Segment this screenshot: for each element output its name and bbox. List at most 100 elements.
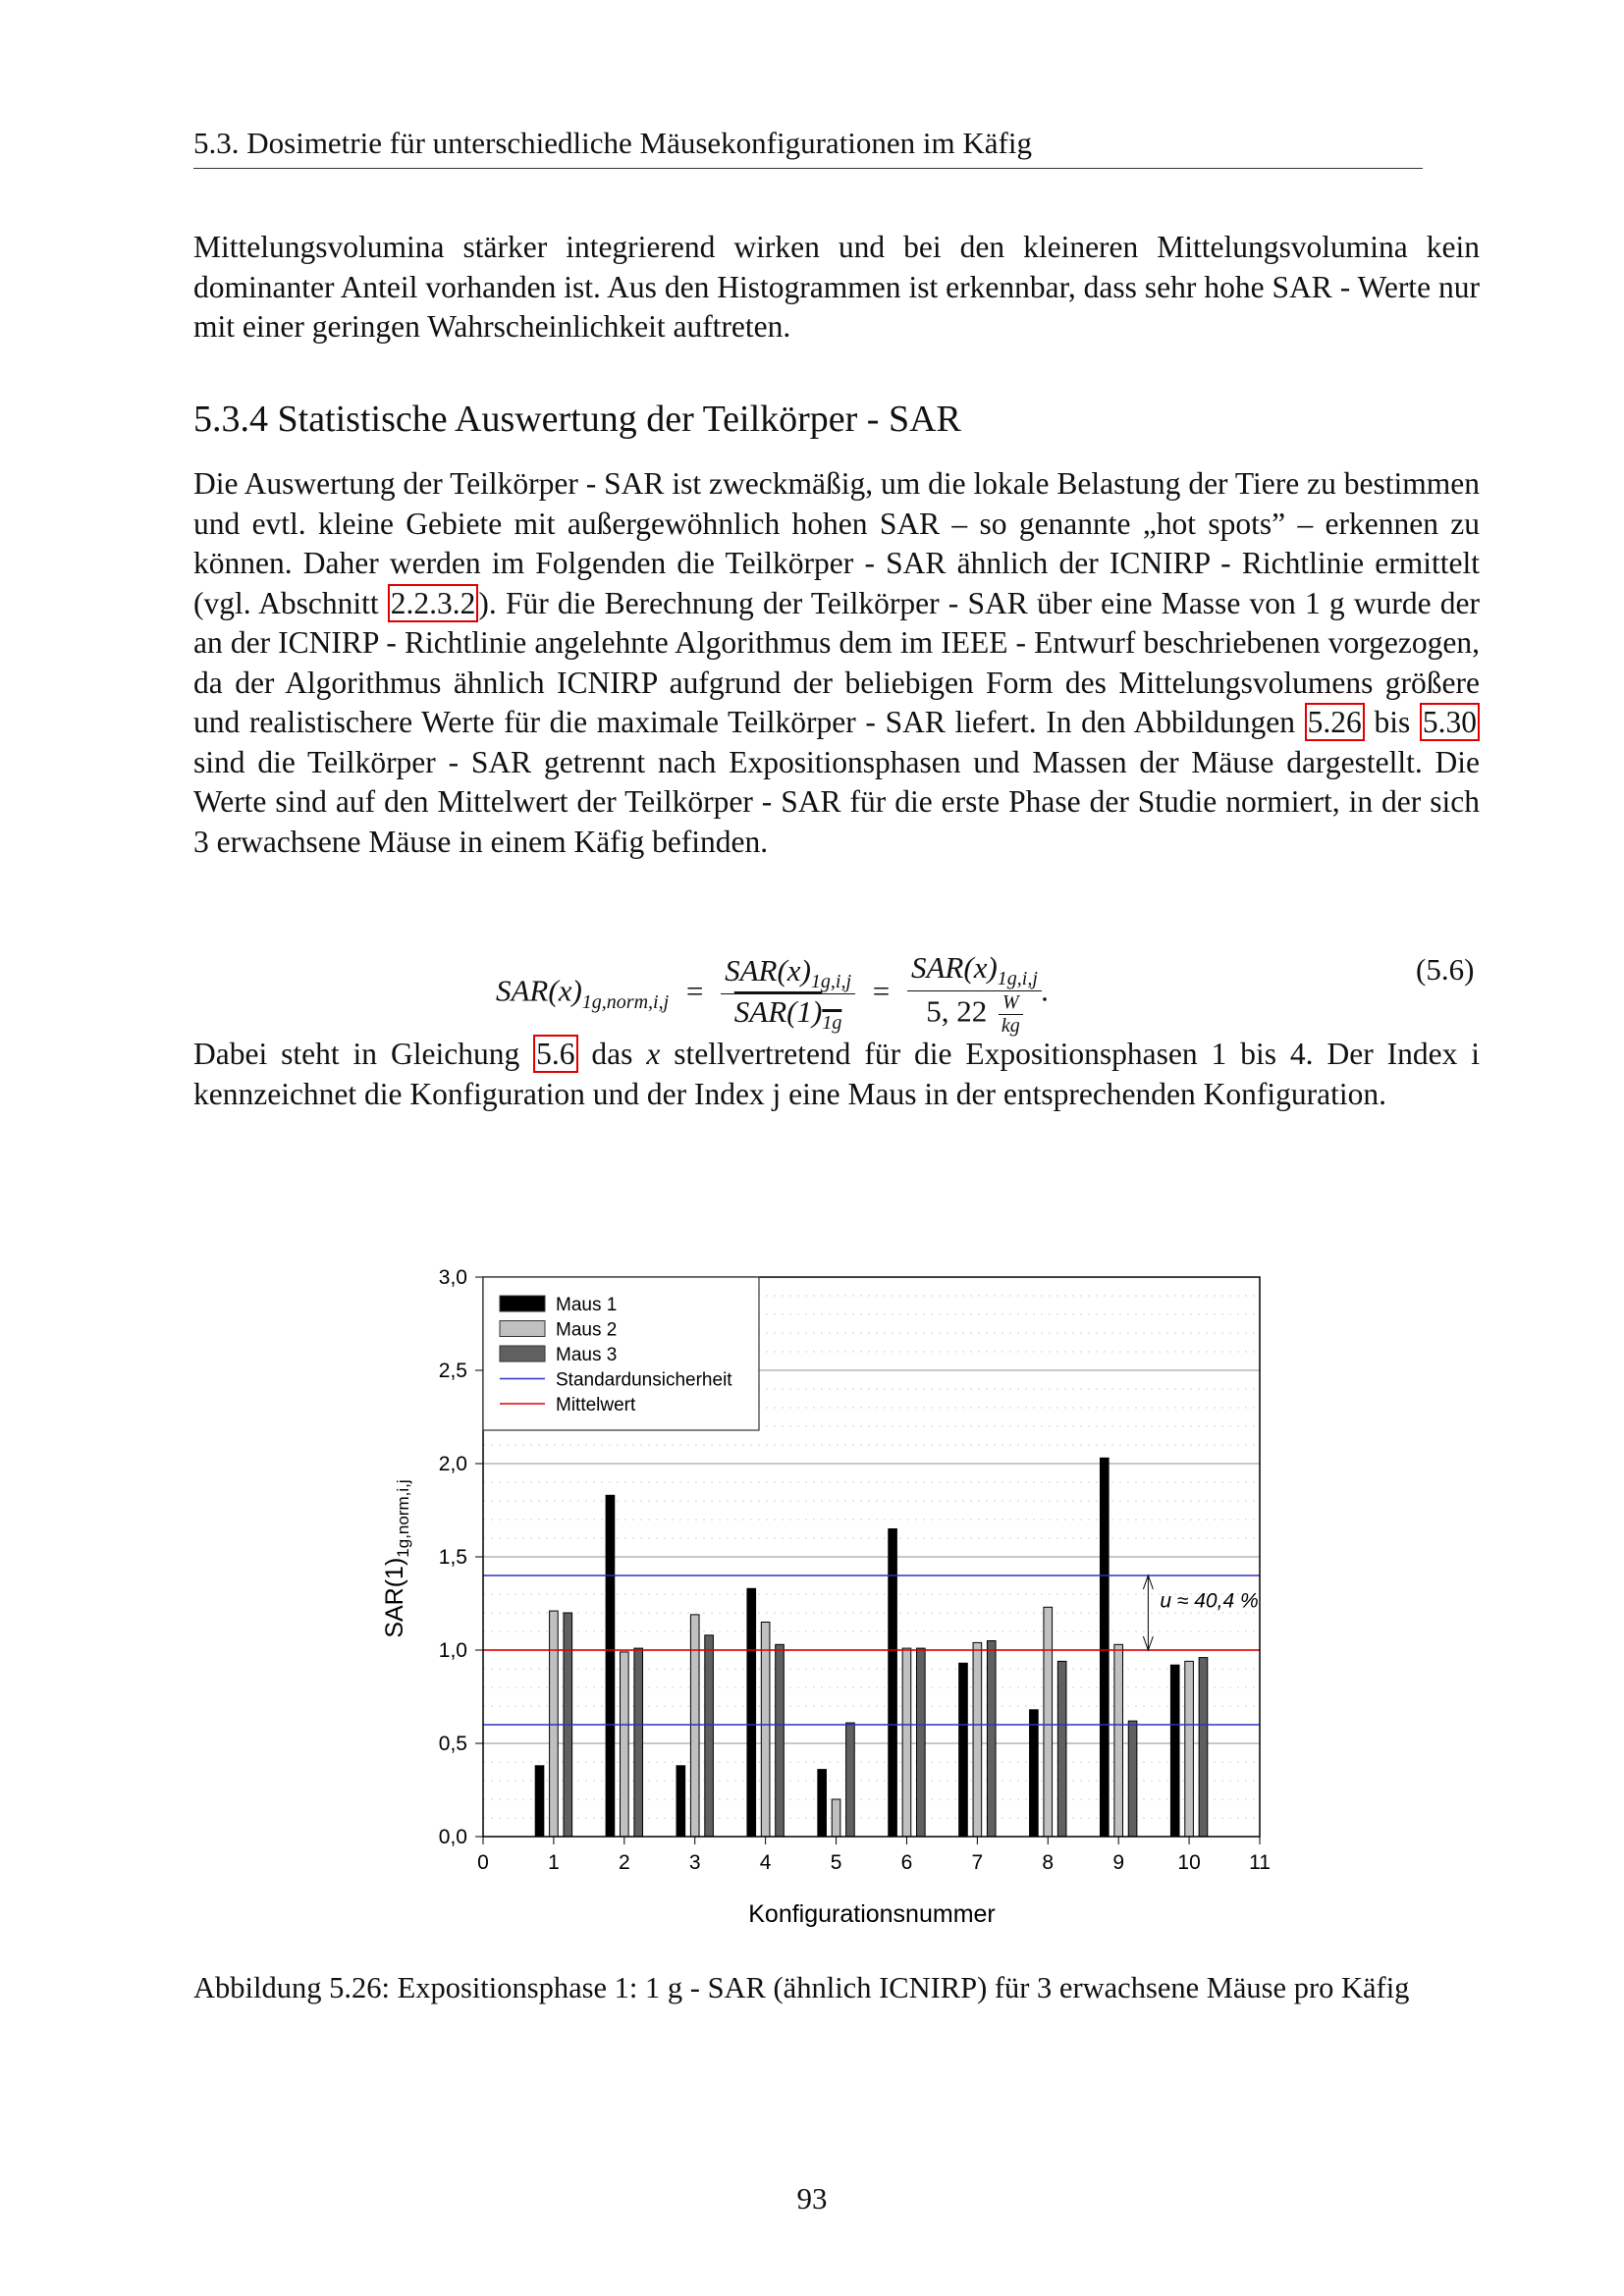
y-tick-label: 2,5 bbox=[439, 1360, 467, 1382]
x-tick-label: 5 bbox=[831, 1851, 842, 1874]
text: das bbox=[577, 1037, 647, 1071]
x-tick-label: 10 bbox=[1177, 1851, 1200, 1874]
text: ). Für die Berechnung der Teilkörper - S… bbox=[193, 585, 1480, 740]
x-tick-label: 4 bbox=[760, 1851, 772, 1874]
bar-maus-2-config-7 bbox=[972, 1641, 983, 1838]
bar-maus-2-config-9 bbox=[1113, 1643, 1123, 1838]
bar-maus-3-config-10 bbox=[1198, 1657, 1209, 1838]
legend-swatch bbox=[499, 1295, 546, 1312]
y-tick-label: 3,0 bbox=[439, 1266, 467, 1289]
legend-label: Maus 2 bbox=[556, 1320, 617, 1341]
eq-lhs-sub: 1g,norm,i,j bbox=[581, 990, 670, 1013]
x-tick-label: 11 bbox=[1249, 1851, 1271, 1874]
paragraph-2: Die Auswertung der Teilkörper - SAR ist … bbox=[193, 464, 1480, 862]
x-tick-label: 3 bbox=[689, 1851, 701, 1874]
text: bis bbox=[1364, 705, 1420, 739]
y-tick-label: 0,5 bbox=[439, 1733, 467, 1755]
bar-maus-3-config-4 bbox=[775, 1643, 785, 1838]
text: Die Auswertung der Teilkörper - SAR ist … bbox=[193, 466, 1480, 620]
header-rule bbox=[193, 168, 1423, 169]
bar-maus-1-config-10 bbox=[1169, 1664, 1180, 1838]
uncertainty-annotation: u ≈ 40,4 % bbox=[1160, 1589, 1258, 1612]
eq-frac-1: SAR(x)1g,i,j SAR(1)1g bbox=[721, 952, 856, 1035]
x-tick-label: 7 bbox=[972, 1851, 984, 1874]
x-tick-label: 1 bbox=[548, 1851, 560, 1874]
bar-maus-1-config-7 bbox=[958, 1662, 968, 1838]
text: Dabei steht in Gleichung bbox=[193, 1037, 534, 1071]
legend-label: Mittelwert bbox=[556, 1395, 636, 1415]
page-number: 93 bbox=[796, 2181, 828, 2216]
bar-maus-3-config-2 bbox=[633, 1647, 644, 1838]
y-tick-label: 1,0 bbox=[439, 1639, 467, 1662]
y-tick-label: 1,5 bbox=[439, 1546, 467, 1569]
eq-den-sub: 1g bbox=[822, 1012, 842, 1035]
eq-lhs: SAR(x) bbox=[496, 973, 582, 1008]
x-tick-label: 0 bbox=[477, 1851, 489, 1874]
legend-swatch bbox=[499, 1320, 546, 1337]
bar-maus-2-config-4 bbox=[760, 1622, 771, 1838]
bar-maus-1-config-8 bbox=[1029, 1709, 1039, 1838]
y-tick-label: 2,0 bbox=[439, 1453, 467, 1475]
x-tick-label: 6 bbox=[901, 1851, 913, 1874]
eq-unit-den: kg bbox=[1001, 1015, 1020, 1038]
eq-body: SAR(x)1g,norm,i,j = SAR(x)1g,i,j SAR(1)1… bbox=[496, 950, 1050, 1038]
bar-maus-2-config-10 bbox=[1184, 1660, 1194, 1838]
legend: Maus 1 Maus 2 Maus 3 Standardunsicherheit Mi… bbox=[482, 1276, 760, 1431]
x-axis-label: Konfigurationsnummer bbox=[748, 1900, 996, 1928]
bar-maus-3-config-7 bbox=[986, 1640, 997, 1838]
bar-maus-2-config-2 bbox=[620, 1651, 629, 1838]
ref-link-section[interactable]: 2.2.3.2 bbox=[387, 583, 479, 622]
bars bbox=[534, 1457, 1209, 1838]
bar-maus-2-config-6 bbox=[901, 1647, 912, 1838]
legend-swatch bbox=[499, 1345, 546, 1362]
math-x: x bbox=[646, 1037, 661, 1071]
arrow-heads bbox=[1142, 1574, 1154, 1652]
reference-lines bbox=[483, 1575, 1260, 1726]
x-tick-label: 9 bbox=[1112, 1851, 1124, 1874]
figure-caption: Abbildung 5.26: Expositionsphase 1: 1 g … bbox=[193, 1971, 1410, 2004]
bar-maus-3-config-9 bbox=[1127, 1720, 1138, 1838]
bar-maus-2-config-5 bbox=[831, 1798, 841, 1838]
legend-label: Standardunsicherheit bbox=[556, 1370, 732, 1391]
bar-maus-3-config-5 bbox=[845, 1722, 855, 1838]
eq-equals: = bbox=[685, 973, 704, 1008]
paragraph-3: Dabei steht in Gleichung 5.6 das x stell… bbox=[193, 1035, 1480, 1114]
bar-maus-1-config-4 bbox=[746, 1587, 757, 1838]
equation-number: (5.6) bbox=[1416, 952, 1475, 987]
y-tick-label: 0,0 bbox=[439, 1826, 467, 1848]
bar-maus-1-config-3 bbox=[676, 1765, 686, 1838]
running-header: 5.3. Dosimetrie für unterschiedliche Mäu… bbox=[193, 126, 1032, 160]
legend-label: Maus 3 bbox=[556, 1345, 617, 1365]
eq-den-value: 5, 22 bbox=[926, 993, 988, 1029]
eq-num: SAR(x) bbox=[725, 952, 811, 988]
bar-maus-3-config-3 bbox=[704, 1634, 714, 1838]
ref-link-figure-530[interactable]: 5.30 bbox=[1419, 703, 1480, 741]
annotation: u ≈ 40,4 % bbox=[1142, 1574, 1259, 1652]
section-heading: 5.3.4 Statistische Auswertung der Teilkö… bbox=[193, 399, 961, 440]
text: stellvertretend für die Expositionsphase… bbox=[193, 1037, 1481, 1111]
bar-maus-2-config-3 bbox=[689, 1614, 700, 1838]
bar-maus-1-config-9 bbox=[1099, 1457, 1110, 1838]
bar-maus-1-config-5 bbox=[817, 1769, 827, 1838]
bar-maus-1-config-1 bbox=[534, 1765, 545, 1838]
ref-link-figure-526[interactable]: 5.26 bbox=[1304, 703, 1365, 741]
eq-num: SAR(x) bbox=[911, 950, 998, 985]
x-tick-label: 2 bbox=[619, 1851, 630, 1874]
text: sind die Teilkörper - SAR getrennt nach … bbox=[193, 744, 1480, 859]
bar-maus-3-config-6 bbox=[916, 1647, 926, 1838]
paragraph-1: Mittelungsvolumina stärker integrierend … bbox=[193, 230, 1480, 344]
legend-label: Maus 1 bbox=[556, 1295, 617, 1315]
bar-maus-2-config-1 bbox=[549, 1610, 559, 1838]
y-axis-label: SAR(1)1g,norm,i,j bbox=[381, 1479, 412, 1637]
ref-link-equation[interactable]: 5.6 bbox=[533, 1035, 578, 1073]
eq-unit-num: W bbox=[998, 991, 1023, 1016]
eq-den: SAR(1) bbox=[733, 994, 823, 1030]
bar-maus-2-config-8 bbox=[1043, 1606, 1054, 1838]
eq-num-sub: 1g,i,j bbox=[997, 968, 1038, 990]
axis-ticks: 0 1 2 3 4 5 6 7 8 9 10 11 0,0 0,5 1,0 1,5 2,0 2,5 3,0 bbox=[439, 1266, 1271, 1874]
x-tick-label: 8 bbox=[1042, 1851, 1054, 1874]
bar-maus-1-config-2 bbox=[605, 1494, 616, 1838]
eq-num-sub: 1g,i,j bbox=[810, 971, 852, 993]
